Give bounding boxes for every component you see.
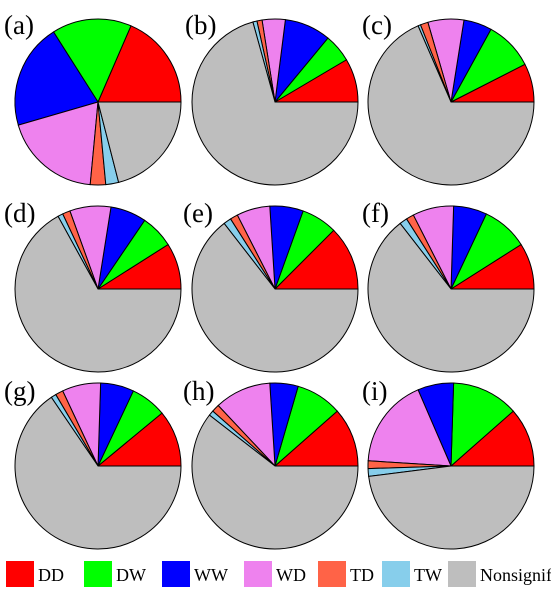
legend-swatch	[84, 561, 112, 587]
panel-label: (i)	[362, 376, 387, 406]
legend-label: WD	[276, 565, 306, 585]
legend-swatch	[6, 561, 34, 587]
legend-entry-wd: WD	[244, 561, 306, 587]
panel-label: (d)	[4, 198, 35, 228]
pie-slice-dd	[273, 229, 359, 290]
panel-label: (e)	[183, 198, 213, 228]
legend-label: DW	[116, 565, 146, 585]
pie-slice-ww	[14, 31, 99, 126]
pie-slice-dd	[97, 25, 182, 103]
panel-label: (g)	[4, 376, 35, 406]
pie-panel: (g)	[4, 376, 182, 550]
pie-panel: (c)	[362, 10, 535, 186]
pie-panel: (f)	[362, 198, 535, 373]
legend-swatch	[244, 561, 272, 587]
pie-slice-ns	[191, 222, 359, 373]
pie-panel: (e)	[183, 198, 359, 373]
panel-label: (b)	[185, 10, 216, 40]
pie-slice-ns	[367, 222, 535, 373]
pie-panel: (d)	[4, 198, 182, 373]
legend-swatch	[318, 561, 346, 587]
pie-slice-ns	[97, 101, 182, 183]
pie-slice-wd	[367, 389, 452, 467]
pie-slice-ns	[368, 465, 535, 550]
pie-slice-wd	[17, 101, 99, 186]
pie-slice-dw	[52, 18, 132, 104]
pie-slice-ns	[14, 396, 182, 550]
legend-entry-ns: Nonsignificant	[448, 561, 551, 587]
legend-label: TW	[414, 565, 442, 585]
pie-slice-ns	[191, 414, 359, 550]
pie-panel: (h)	[183, 376, 359, 550]
pie-panel: (i)	[362, 376, 535, 550]
pie-panel: (a)	[4, 10, 182, 186]
legend-label: WW	[194, 565, 228, 585]
legend-entry-dw: DW	[84, 561, 146, 587]
legend-swatch	[448, 561, 476, 587]
pie-slice-ns	[367, 25, 535, 186]
pie-slice-dw	[450, 382, 514, 468]
legend-label: Nonsignificant	[480, 565, 551, 585]
legend-entry-ww: WW	[162, 561, 228, 587]
panel-label: (c)	[362, 10, 392, 40]
panel-label: (h)	[183, 376, 214, 406]
pie-slice-ns	[14, 215, 182, 373]
legend-entry-tw: TW	[382, 561, 442, 587]
legend-entry-dd: DD	[6, 561, 64, 587]
legend-entry-td: TD	[318, 561, 374, 587]
panel-label: (a)	[4, 10, 34, 40]
legend-label: DD	[38, 565, 64, 585]
legend-swatch	[382, 561, 410, 587]
panel-label: (f)	[362, 198, 389, 228]
pie-panel: (b)	[185, 10, 359, 186]
pie-slice-ns	[191, 21, 359, 186]
legend: DD DW WW WD TD TW Nonsignificant	[6, 561, 551, 587]
legend-label: TD	[350, 565, 374, 585]
legend-swatch	[162, 561, 190, 587]
pie-panels: (a) (b) (c) (d) (e) (f) (g) (h) (i)	[4, 10, 535, 550]
